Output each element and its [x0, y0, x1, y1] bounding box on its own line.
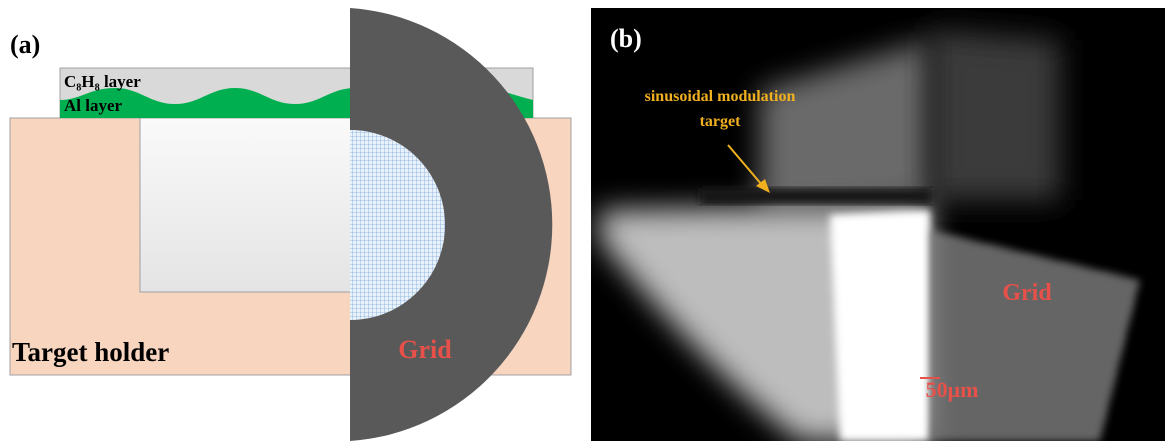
annotation: target [700, 113, 742, 130]
panel-b: (b) sinusoidal modulation target Grid 50… [591, 8, 1165, 441]
grid-label: Grid [1002, 280, 1052, 306]
panel-label: (b) [610, 24, 642, 53]
panel-label: (a) [10, 30, 40, 59]
grid-label: Grid [398, 335, 452, 364]
layer-label: Al layer [64, 96, 123, 115]
holder-cavity [140, 118, 380, 292]
annotation: sinusoidal modulation [645, 88, 796, 105]
glow-upper-right [930, 30, 1060, 200]
bright-core [830, 210, 930, 441]
figure: (a) C₈H₈ layer Al layer Target holder Gr… [0, 0, 1165, 441]
holder-label: Target holder [12, 337, 169, 367]
panel-a: (a) C₈H₈ layer Al layer Target holder Gr… [10, 8, 571, 441]
scale-label: 50μm [926, 377, 979, 402]
layer-label: C₈H₈ layer [64, 72, 141, 91]
target-shadow [700, 188, 932, 204]
